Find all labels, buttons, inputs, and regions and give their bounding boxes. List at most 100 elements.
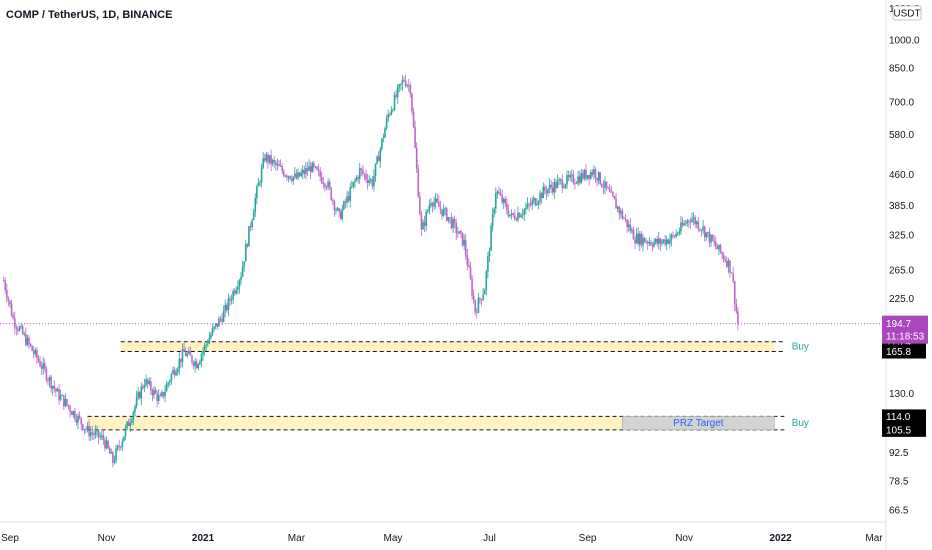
candle <box>485 269 488 296</box>
candle <box>553 178 556 199</box>
candle <box>194 357 196 373</box>
candle <box>213 325 215 332</box>
candle <box>188 346 190 355</box>
candle-body <box>615 199 617 209</box>
candle <box>360 167 363 177</box>
candle <box>733 280 736 311</box>
candle <box>422 219 424 230</box>
candle <box>313 161 315 172</box>
candle <box>601 182 603 188</box>
candle-body <box>207 343 209 345</box>
candle-body <box>249 226 252 228</box>
candle <box>684 219 687 227</box>
candle-body <box>12 315 14 319</box>
candle-body <box>604 181 606 188</box>
candle <box>423 215 426 233</box>
candle-body <box>583 170 586 179</box>
candle-body <box>670 234 673 240</box>
candle <box>686 218 689 227</box>
candle-body <box>403 80 405 81</box>
candle <box>547 188 549 197</box>
x-tick-label: Mar <box>288 533 306 544</box>
candle <box>77 413 79 430</box>
candle-body <box>642 237 644 246</box>
candle <box>102 429 105 445</box>
candle-body <box>64 399 67 407</box>
candle <box>724 256 727 263</box>
candle-body <box>200 354 203 362</box>
candle <box>673 234 676 239</box>
candle-body <box>183 349 185 352</box>
candle-body <box>339 211 342 219</box>
candle <box>324 182 326 192</box>
candle-body <box>306 167 309 172</box>
candle <box>17 326 19 335</box>
candle <box>669 233 671 249</box>
candle <box>205 342 208 351</box>
candle-body <box>53 386 56 389</box>
candle <box>449 216 451 224</box>
x-tick-label: Sep <box>1 533 19 544</box>
candle-body <box>279 166 282 167</box>
candle <box>667 238 670 245</box>
candle <box>390 106 393 116</box>
y-tick-label: 850.0 <box>889 64 914 75</box>
candle-body <box>597 172 600 181</box>
candle-body <box>616 206 619 209</box>
candle-body <box>727 260 730 267</box>
zone-label-buy: Buy <box>792 342 809 353</box>
candle-body <box>176 368 179 373</box>
candle <box>135 390 138 409</box>
candle <box>191 354 193 365</box>
candle-body <box>148 381 151 384</box>
candle <box>433 196 435 211</box>
candle-body <box>430 203 432 206</box>
candle <box>151 388 154 402</box>
candle <box>270 149 272 172</box>
candle <box>502 197 505 210</box>
candle-body <box>688 220 690 222</box>
candle-body <box>567 175 570 178</box>
x-axis: Sep Nov 2021 Mar May Jul Sep Nov 2022 Mar <box>0 521 886 544</box>
candle <box>385 114 388 131</box>
candle-body <box>517 213 519 221</box>
candle-body <box>544 186 546 191</box>
candle <box>722 251 725 263</box>
candle-body <box>520 215 522 218</box>
candle <box>251 218 253 231</box>
last-price-tag-bg <box>882 315 928 344</box>
candle-body <box>320 176 323 183</box>
candle <box>7 296 10 307</box>
candle-body <box>26 337 29 346</box>
candle <box>134 404 136 417</box>
currency-badge[interactable] <box>892 5 922 21</box>
candle-body <box>450 217 453 228</box>
candle <box>732 266 734 284</box>
candle <box>199 359 201 366</box>
candle-body <box>328 181 331 188</box>
candle <box>564 183 567 190</box>
zone-bottom-tag-2-bg <box>882 422 926 437</box>
candle-body <box>51 386 54 389</box>
candle <box>346 190 348 208</box>
candle <box>281 163 283 174</box>
candle-body <box>219 318 222 320</box>
candle <box>119 445 122 451</box>
candle <box>184 347 187 357</box>
candle-body <box>381 138 383 149</box>
candle-body <box>678 231 681 234</box>
candle <box>108 445 111 454</box>
candle <box>113 455 116 465</box>
candle <box>254 193 257 218</box>
x-tick-label: 2021 <box>192 533 215 544</box>
candle <box>453 215 456 229</box>
candle <box>596 177 598 187</box>
candle-body <box>561 179 564 188</box>
y-tick-label: 92.5 <box>889 448 909 459</box>
candle <box>457 226 459 238</box>
candle-body <box>21 326 24 335</box>
candle-body <box>496 191 499 194</box>
candle <box>137 386 139 400</box>
candle-body <box>150 381 152 391</box>
